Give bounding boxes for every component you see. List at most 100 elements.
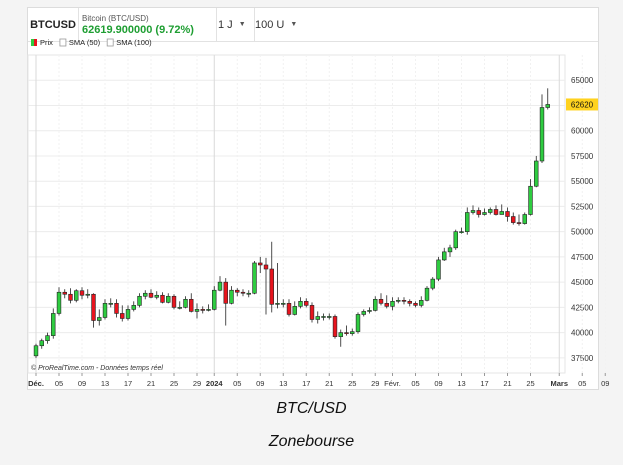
candle: [275, 262, 280, 309]
legend-item: SMA (50): [59, 38, 101, 47]
candle-body: [344, 332, 349, 334]
units-dropdown[interactable]: 100 U ▼: [248, 8, 301, 41]
candle: [350, 328, 355, 336]
candle-body: [217, 281, 223, 291]
candle: [499, 204, 504, 215]
legend-item: SMA (100): [106, 38, 152, 47]
candle: [68, 288, 73, 304]
x-tick-label: 17: [480, 379, 488, 388]
price-change: 62619.900000 (9.72%): [82, 23, 194, 36]
candle: [223, 278, 228, 326]
candle: [493, 205, 499, 216]
candle-body: [246, 292, 251, 295]
candle-body: [252, 262, 257, 294]
x-tick-label: 25: [348, 379, 356, 388]
timeframe-dropdown[interactable]: 1 J ▼: [212, 8, 255, 41]
candle-body: [177, 307, 182, 309]
candle-body: [85, 293, 90, 296]
candle: [355, 312, 361, 334]
legend-sma-icon: [59, 38, 67, 47]
candle: [137, 293, 142, 308]
candle: [459, 227, 464, 234]
candle-body: [74, 290, 79, 301]
candle: [390, 297, 395, 311]
candle-body: [143, 292, 148, 297]
candle-body: [79, 290, 85, 296]
candle-body: [62, 291, 67, 295]
candle: [436, 256, 441, 282]
candle: [298, 297, 303, 309]
candle: [482, 208, 487, 216]
candle-body: [56, 291, 62, 314]
candle-body: [125, 309, 131, 319]
chevron-down-icon: ▼: [290, 21, 298, 28]
candle: [229, 286, 234, 305]
legend-label: SMA (50): [69, 38, 101, 47]
y-tick-label: 47500: [571, 253, 594, 262]
candle-body: [373, 299, 378, 311]
candle-body: [350, 331, 355, 334]
x-tick-label: 09: [434, 379, 442, 388]
candle-body: [488, 209, 493, 213]
candle-body: [499, 211, 504, 215]
candle: [332, 314, 338, 339]
candle: [516, 214, 522, 226]
candle: [148, 289, 154, 299]
candle: [39, 338, 44, 349]
legend-label: Prix: [40, 38, 53, 47]
candle: [505, 207, 510, 222]
candle: [258, 256, 263, 274]
x-tick-label: 09: [78, 379, 86, 388]
candle: [131, 301, 136, 312]
candle-body: [108, 303, 113, 305]
candle: [528, 179, 533, 216]
candle-body: [361, 311, 366, 315]
candle: [367, 307, 372, 314]
candle: [166, 293, 171, 304]
candle-body: [286, 303, 292, 315]
last-price-label: 62620: [571, 100, 594, 109]
candle-body: [212, 289, 217, 310]
candle-body: [206, 309, 211, 311]
candle-body: [258, 262, 263, 266]
instrument-info: Bitcoin (BTC/USD) 62619.900000 (9.72%): [78, 8, 217, 41]
candle: [143, 290, 148, 300]
x-tick-label: 09: [256, 379, 264, 388]
candle-body: [51, 313, 56, 336]
candle-body: [120, 313, 125, 319]
candle: [240, 289, 246, 297]
candle: [338, 329, 343, 347]
candle-body: [97, 317, 102, 321]
legend-price-icon: [34, 39, 37, 46]
candle: [442, 247, 447, 261]
candle-body: [91, 293, 96, 321]
candle: [154, 291, 159, 300]
candle-body: [453, 231, 458, 249]
candle-body: [430, 278, 435, 289]
instrument-name: Bitcoin (BTC/USD): [82, 13, 149, 23]
attribution-text: © ProRealTime.com - Données temps réel: [31, 364, 163, 372]
y-tick-label: 37500: [571, 354, 594, 363]
candle: [430, 277, 435, 291]
chart-toolbar: BTCUSD Bitcoin (BTC/USD) 62619.900000 (9…: [28, 8, 598, 42]
candle-body: [459, 231, 464, 233]
candle: [120, 305, 125, 322]
candle-body: [200, 309, 205, 311]
candle-body: [229, 289, 234, 304]
candle-body: [304, 301, 309, 306]
candle: [465, 207, 470, 235]
y-tick-label: 45000: [571, 278, 594, 287]
symbol-label[interactable]: BTCUSD: [28, 8, 79, 41]
candle: [108, 298, 113, 308]
candle-body: [355, 314, 361, 332]
candle: [424, 286, 430, 302]
candle-body: [436, 259, 441, 280]
candle-body: [235, 289, 240, 293]
candle-body: [534, 160, 539, 187]
candle: [246, 290, 251, 298]
candle: [413, 301, 418, 308]
candle-body: [263, 264, 269, 270]
chart-panel: BTCUSD Bitcoin (BTC/USD) 62619.900000 (9…: [27, 7, 599, 390]
candle-body: [45, 335, 50, 341]
candle-body: [327, 316, 332, 318]
